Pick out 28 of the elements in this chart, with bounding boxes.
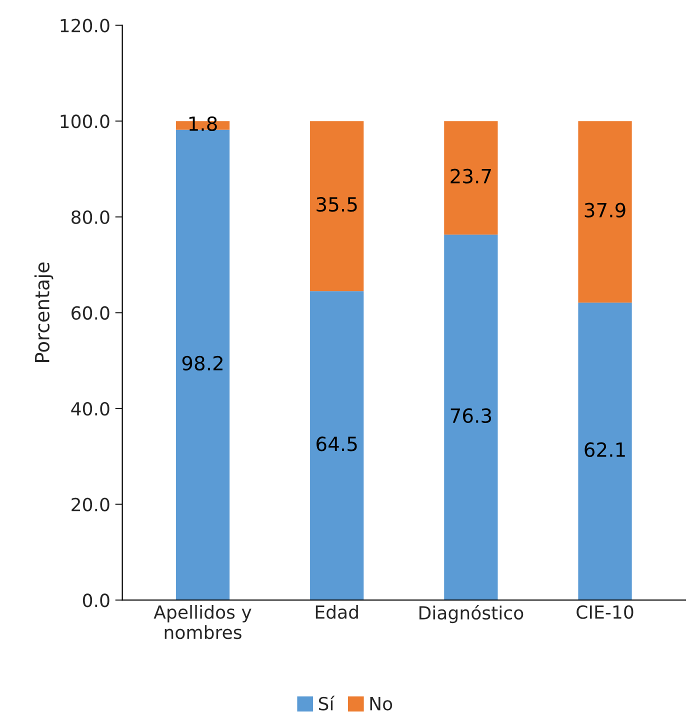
bar	[578, 121, 632, 303]
x-tick-label: Diagnóstico	[420, 604, 524, 624]
x-tick-label: Apellidos y nombres	[154, 604, 252, 640]
y-tick-label: 20.0	[72, 498, 110, 512]
data-label: 23.7	[450, 168, 491, 184]
bar	[310, 291, 364, 600]
x-tick-label: CIE-10	[576, 605, 634, 619]
y-axis-title: Porcentaje	[34, 262, 54, 362]
data-label: 35.5	[316, 197, 357, 212]
bar	[444, 234, 498, 600]
legend-label: Sí	[318, 696, 335, 710]
data-label: 98.2	[182, 356, 222, 371]
data-label: 64.5	[316, 436, 357, 452]
bar	[444, 121, 498, 235]
y-tick-label: 100.0	[60, 114, 110, 128]
data-label: 37.9	[584, 202, 626, 218]
legend-label: No	[370, 697, 392, 710]
y-tick-label: 40.0	[71, 402, 110, 416]
bar	[176, 130, 230, 600]
y-tick-label: 80.0	[72, 210, 110, 224]
x-tick-label: Edad	[316, 604, 358, 619]
bar	[578, 302, 632, 600]
y-tick-label: 60.0	[72, 306, 110, 320]
data-label: 76.3	[450, 408, 492, 423]
y-tick-label: 120.0	[60, 18, 110, 32]
y-tick-label: 0.0	[82, 594, 110, 608]
data-label: 62.1	[584, 442, 625, 458]
bar	[310, 121, 364, 292]
